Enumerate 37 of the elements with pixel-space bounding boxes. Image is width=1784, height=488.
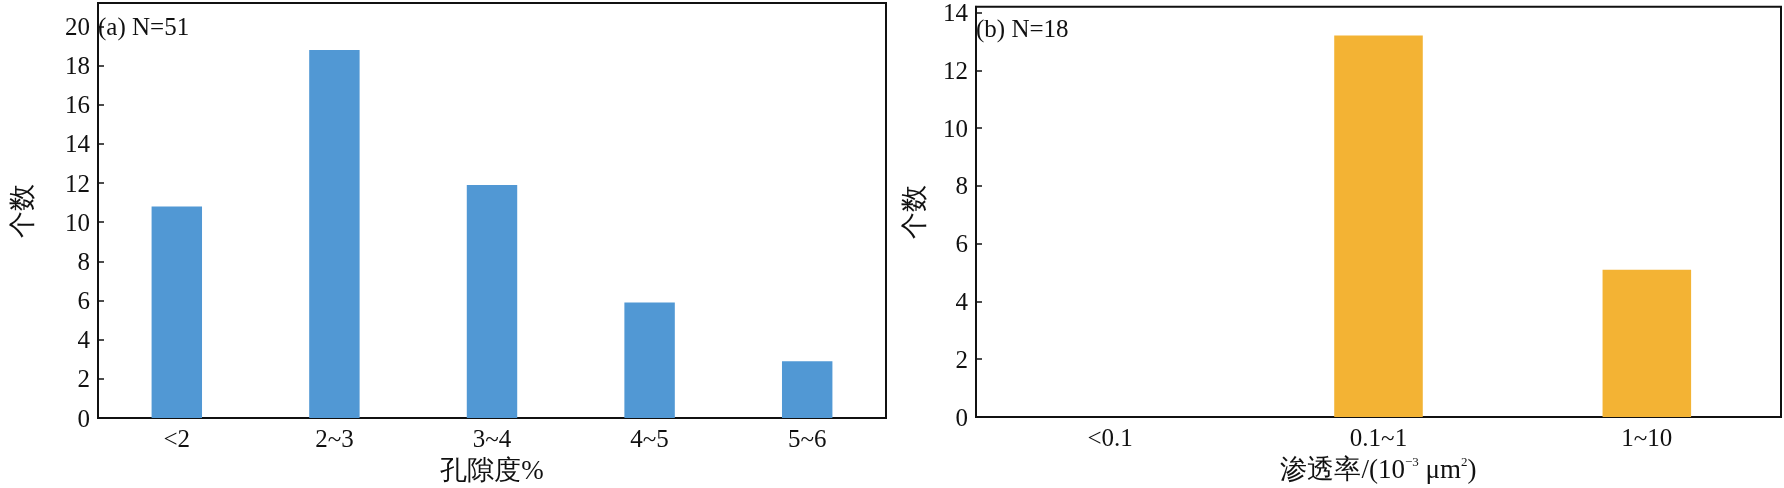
y-tick-label: 4: [77, 326, 91, 354]
bar: [624, 302, 675, 418]
x-tick-label: <0.1: [1087, 424, 1133, 451]
bar: [466, 185, 518, 418]
x-tick-label: 2~3: [315, 425, 354, 452]
x-axis-title: 孔隙度%: [440, 454, 544, 485]
y-tick-label: 0: [955, 403, 968, 431]
bar: [151, 206, 203, 418]
y-tick-label: 8: [955, 172, 968, 200]
y-tick-label: 12: [943, 56, 968, 84]
y-tick-label: 2: [955, 345, 968, 373]
x-tick-label: 4~5: [630, 425, 669, 452]
y-tick-label: 6: [955, 230, 968, 258]
chart-title: (b) N=18: [976, 15, 1069, 43]
y-tick-label: 8: [77, 247, 90, 275]
y-tick-label: 14: [943, 0, 969, 26]
x-tick-label: 0.1~1: [1349, 424, 1408, 451]
y-tick-label: 20: [65, 12, 90, 40]
x-tick-label: <2: [163, 425, 191, 452]
x-tick-label: 5~6: [787, 425, 827, 452]
y-tick-label: 2: [77, 365, 90, 393]
bar: [309, 49, 360, 418]
y-tick-label: 0: [77, 404, 90, 432]
x-tick-label: 3~4: [472, 425, 512, 452]
bar: [781, 361, 833, 418]
y-tick-label: 10: [65, 208, 90, 236]
y-tick-label: 12: [65, 169, 90, 197]
y-tick-label: 16: [65, 91, 90, 119]
y-tick-label: 18: [65, 52, 90, 80]
y-axis-title: 个数: [6, 183, 37, 238]
y-axis-title: 个数: [898, 184, 929, 239]
x-tick-label: 1~10: [1621, 424, 1673, 451]
y-tick-label: 4: [955, 287, 969, 315]
chart-title: (a) N=51: [98, 13, 190, 41]
y-tick-label: 14: [65, 130, 91, 158]
y-tick-label: 10: [943, 114, 968, 142]
y-tick-label: 6: [77, 287, 90, 315]
